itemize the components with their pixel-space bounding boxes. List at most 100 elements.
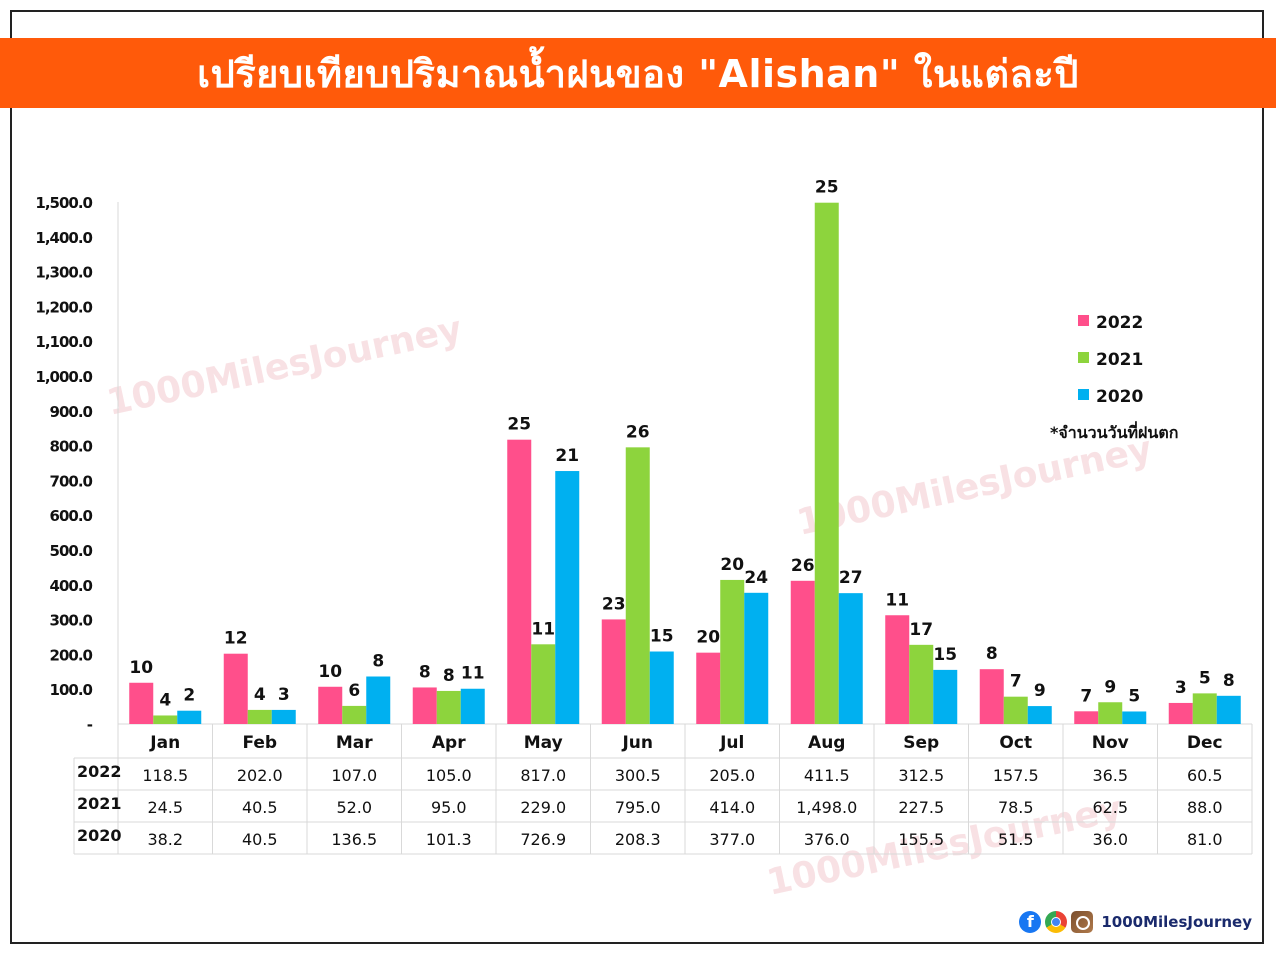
table-cell: 411.5: [804, 766, 850, 785]
table-cell: 40.5: [242, 830, 278, 849]
table-cell: 107.0: [331, 766, 377, 785]
bar-2021-aug: [814, 202, 839, 725]
bar-2021-nov: [1098, 702, 1123, 724]
brand-name: 1000MilesJourney: [1101, 913, 1252, 931]
facebook-icon[interactable]: f: [1019, 911, 1042, 933]
table-cell: 1,498.0: [796, 798, 857, 817]
y-tick-label: 1,000.0: [35, 368, 92, 386]
table-cell: 51.5: [998, 830, 1034, 849]
rain-days-label: 9: [1104, 677, 1116, 697]
rain-days-label: 21: [555, 446, 579, 466]
bar-2021-apr: [436, 690, 461, 724]
rain-days-label: 4: [159, 690, 171, 710]
watermark-2: 1000MilesJourney: [793, 429, 1155, 544]
bar-2020-nov: [1122, 711, 1147, 724]
chart-frame: [10, 10, 1264, 944]
bar-2020-feb: [271, 709, 296, 724]
bar-2022-aug: [790, 580, 815, 724]
bar-2020-jun: [649, 651, 674, 724]
table-cell: 60.5: [1187, 766, 1223, 785]
rain-days-label: 17: [909, 620, 933, 640]
table-cell: 136.5: [331, 830, 377, 849]
table-cell: 229.0: [520, 798, 566, 817]
y-tick-label: 500.0: [50, 542, 93, 560]
bar-2022-may: [507, 439, 532, 724]
bar-2021-sep: [909, 644, 934, 724]
bar-2022-jan: [129, 682, 154, 724]
y-tick-label: 1,400.0: [35, 229, 92, 247]
rain-days-label: 12: [224, 629, 248, 649]
table-cell: 227.5: [898, 798, 944, 817]
x-category-label: Feb: [242, 733, 277, 753]
bar-2020-jan: [177, 710, 202, 724]
rain-days-label: 10: [318, 662, 342, 682]
table-row-header: 2020: [77, 826, 122, 845]
y-tick-label: 400.0: [50, 577, 93, 595]
bar-2022-oct: [979, 669, 1004, 724]
bar-2022-jun: [601, 619, 626, 724]
y-tick-label: 800.0: [50, 438, 93, 456]
legend-note: *จำนวนวันที่ฝนตก: [1050, 421, 1178, 442]
bar-2020-dec: [1216, 695, 1241, 724]
y-tick-label: 700.0: [50, 472, 93, 490]
table-cell: 36.0: [1092, 830, 1128, 849]
x-category-label: Oct: [999, 733, 1032, 753]
x-category-label: Jul: [719, 733, 744, 753]
table-cell: 62.5: [1092, 798, 1128, 817]
chart-title: เปรียบเทียบปริมาณน้ำฝนของ "Alishan" ในแต…: [0, 38, 1276, 108]
rain-days-label: 8: [419, 662, 431, 682]
rain-days-label: 5: [1128, 686, 1140, 706]
rain-days-label: 27: [839, 568, 863, 588]
table-cell: 414.0: [709, 798, 755, 817]
rain-days-label: 3: [278, 685, 290, 705]
table-cell: 24.5: [147, 798, 183, 817]
rain-days-label: 24: [744, 568, 768, 588]
bar-2021-mar: [342, 705, 367, 724]
legend-swatch-2022: [1078, 315, 1089, 326]
bar-2020-aug: [838, 593, 863, 724]
x-category-label: Sep: [903, 733, 939, 753]
legend-label-2020: 2020: [1096, 387, 1143, 407]
y-tick-label: 200.0: [50, 646, 93, 664]
legend-swatch-2021: [1078, 352, 1089, 363]
rain-days-label: 7: [1080, 686, 1092, 706]
table-cell: 312.5: [898, 766, 944, 785]
rain-days-label: 6: [348, 681, 360, 701]
table-row-header: 2021: [77, 794, 122, 813]
x-category-label: Aug: [808, 733, 845, 753]
y-tick-label: 1,100.0: [35, 333, 92, 351]
table-cell: 40.5: [242, 798, 278, 817]
table-cell: 377.0: [709, 830, 755, 849]
instagram-icon[interactable]: [1071, 911, 1094, 933]
y-tick-label: -: [87, 716, 93, 734]
table-cell: 81.0: [1187, 830, 1223, 849]
rain-days-label: 2: [183, 686, 195, 706]
rain-days-label: 25: [815, 178, 839, 198]
bar-2022-sep: [885, 615, 910, 724]
rain-days-label: 8: [1223, 671, 1235, 691]
table-cell: 795.0: [615, 798, 661, 817]
bar-2020-may: [555, 471, 580, 724]
bar-2020-mar: [366, 676, 391, 724]
bar-2022-feb: [223, 653, 248, 724]
x-category-label: May: [524, 733, 563, 753]
bar-2022-dec: [1168, 702, 1193, 724]
table-cell: 101.3: [426, 830, 472, 849]
rain-days-label: 5: [1199, 668, 1211, 688]
table-cell: 88.0: [1187, 798, 1223, 817]
table-cell: 300.5: [615, 766, 661, 785]
bar-2021-jun: [625, 447, 650, 724]
table-cell: 202.0: [237, 766, 283, 785]
watermark-1: 1000MilesJourney: [103, 309, 465, 424]
x-category-label: Jun: [621, 733, 653, 753]
bar-2022-nov: [1074, 711, 1099, 724]
table-cell: 36.5: [1092, 766, 1128, 785]
rain-days-label: 8: [986, 644, 998, 664]
bar-2021-oct: [1003, 696, 1028, 724]
x-category-label: Dec: [1187, 733, 1223, 753]
bar-2021-jan: [153, 715, 178, 724]
table-cell: 376.0: [804, 830, 850, 849]
rain-days-label: 23: [602, 594, 626, 614]
chrome-icon[interactable]: [1045, 911, 1068, 933]
